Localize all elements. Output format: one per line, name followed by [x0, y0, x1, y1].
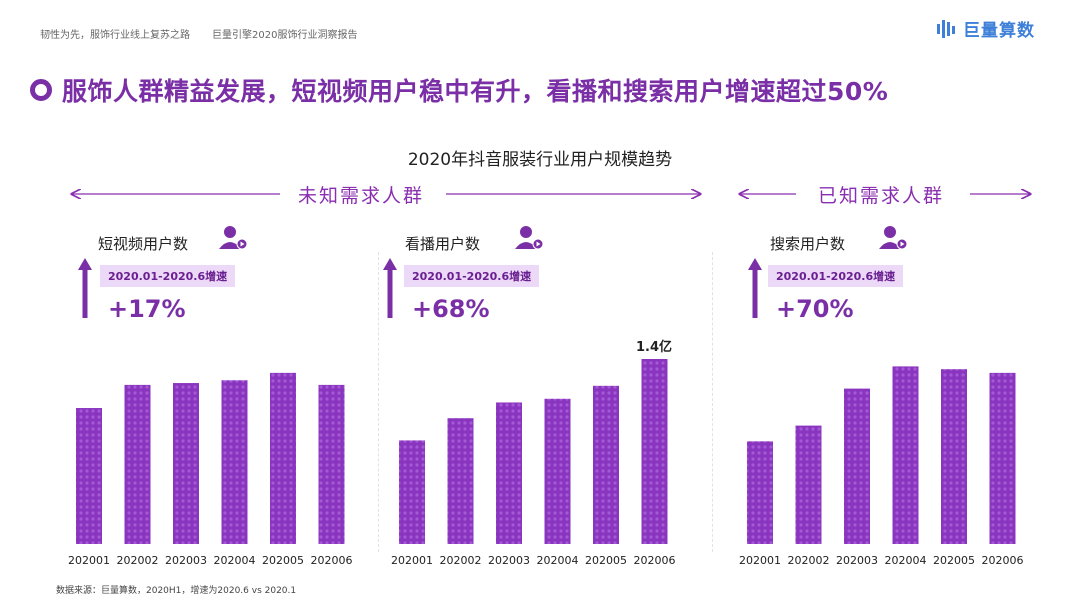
x-tick-label: 202006 — [633, 554, 676, 567]
page-headline: 服饰人群精益发展，短视频用户稳中有升，看播和搜索用户增速超过50% — [30, 72, 888, 108]
x-tick-label: 202002 — [439, 554, 482, 567]
bar-202005 — [593, 385, 619, 544]
growth-value: +68% — [412, 295, 490, 323]
bar-202006 — [641, 359, 668, 544]
bar-202002 — [447, 418, 474, 544]
growth-value: +70% — [776, 295, 854, 323]
bar-202001 — [747, 441, 773, 544]
x-tick-label: 202003 — [488, 554, 530, 567]
x-tick-label: 202004 — [884, 554, 927, 567]
up-arrow-icon — [78, 258, 92, 318]
x-tick-label: 202002 — [116, 554, 159, 567]
group-label-known: 已知需求人群 — [817, 185, 944, 207]
bar-202005 — [941, 369, 967, 544]
metric-label-short-video: 短视频用户数 — [98, 235, 189, 253]
bar-202003 — [496, 402, 522, 544]
peak-value-label: 1.4亿 — [636, 340, 673, 355]
bar-202004 — [544, 398, 571, 544]
metric-label-search: 搜索用户数 — [770, 235, 846, 253]
bar-202006 — [318, 384, 345, 544]
bars-layer — [76, 359, 1016, 544]
group-label-unknown: 未知需求人群 — [297, 185, 424, 207]
metric-label-live-view: 看播用户数 — [405, 235, 481, 253]
panel-divider — [712, 252, 713, 552]
bar-202005 — [270, 372, 296, 544]
brand-logo: 巨量算数 — [936, 16, 1035, 41]
bullet-ring-icon — [30, 79, 52, 101]
bar-202004 — [221, 380, 248, 544]
x-tick-label: 202006 — [981, 554, 1024, 567]
x-tick-label: 202001 — [739, 554, 781, 567]
growth-tag: 2020.01-2020.6增速 — [100, 265, 236, 287]
x-tick-label: 202005 — [262, 554, 304, 567]
x-tick-label: 202004 — [213, 554, 256, 567]
growth-tag: 2020.01-2020.6增速 — [404, 265, 540, 287]
x-tick-label: 202004 — [536, 554, 579, 567]
user-play-icon — [515, 226, 544, 250]
up-arrow-icon — [748, 258, 762, 318]
growth-value: +17% — [108, 295, 186, 323]
logo-text: 巨量算数 — [963, 21, 1035, 41]
bar-202004 — [892, 366, 919, 544]
bar-202001 — [399, 440, 425, 544]
headline-text: 服饰人群精益发展，短视频用户稳中有升，看播和搜索用户增速超过50% — [62, 77, 889, 106]
x-tick-label: 202003 — [836, 554, 878, 567]
x-tick-label: 202005 — [933, 554, 975, 567]
bar-202003 — [844, 388, 870, 544]
logo-mark-icon — [937, 19, 955, 38]
panel-divider — [378, 252, 379, 552]
x-tick-label: 202003 — [165, 554, 207, 567]
bar-202003 — [173, 383, 199, 544]
x-tick-label: 202005 — [585, 554, 627, 567]
growth-tag: 2020.01-2020.6增速 — [768, 265, 904, 287]
report-subtitle: 韧性为先，服饰行业线上复苏之路 — [40, 30, 190, 41]
user-play-icon — [219, 226, 248, 250]
source-note: 数据来源：巨量算数，2020H1，增速为2020.6 vs 2020.1 — [56, 586, 297, 596]
x-tick-label: 202006 — [310, 554, 353, 567]
x-tick-label: 202001 — [391, 554, 433, 567]
report-title: 巨量引擎2020服饰行业洞察报告 — [212, 30, 358, 41]
bar-202001 — [76, 408, 102, 544]
bar-202006 — [989, 372, 1016, 544]
bar-202002 — [124, 384, 151, 544]
up-arrow-icon — [383, 258, 397, 318]
user-play-icon — [879, 226, 908, 250]
bar-202002 — [795, 425, 822, 544]
x-tick-label: 202001 — [68, 554, 110, 567]
chart-title: 2020年抖音服装行业用户规模趋势 — [407, 150, 673, 170]
x-tick-label: 202002 — [787, 554, 830, 567]
